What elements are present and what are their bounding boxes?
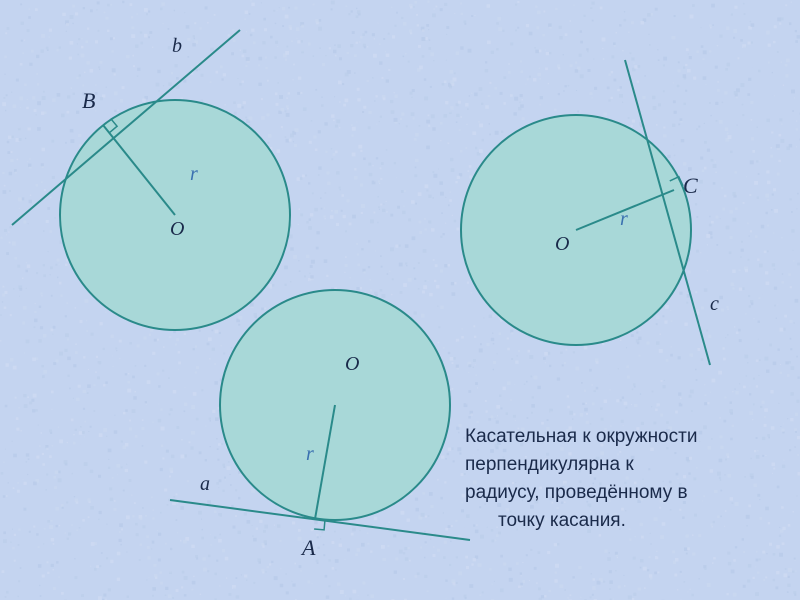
label-O2: O — [555, 233, 569, 255]
theorem-line-3: точку касания. — [498, 510, 626, 531]
theorem-line-2: радиусу, проведённому в — [465, 482, 688, 503]
label-r3: r — [306, 443, 314, 465]
label-O3: O — [345, 353, 359, 375]
theorem-line-0: Касательная к окружности — [465, 426, 697, 447]
label-a_line: a — [200, 473, 210, 495]
label-b_line: b — [172, 35, 182, 57]
label-c_line: c — [710, 293, 719, 315]
label-r1: r — [190, 163, 198, 185]
label-r2: r — [620, 208, 628, 230]
label-A_point: A — [300, 535, 316, 560]
label-C_point: C — [683, 173, 698, 198]
label-B_point: B — [82, 88, 95, 113]
tangent-diagram: b B Or Or Cc Or Aa Касательная к окружности перп… — [0, 0, 800, 600]
label-O1: O — [170, 218, 184, 240]
theorem-line-1: перпендикулярна к — [465, 454, 634, 475]
